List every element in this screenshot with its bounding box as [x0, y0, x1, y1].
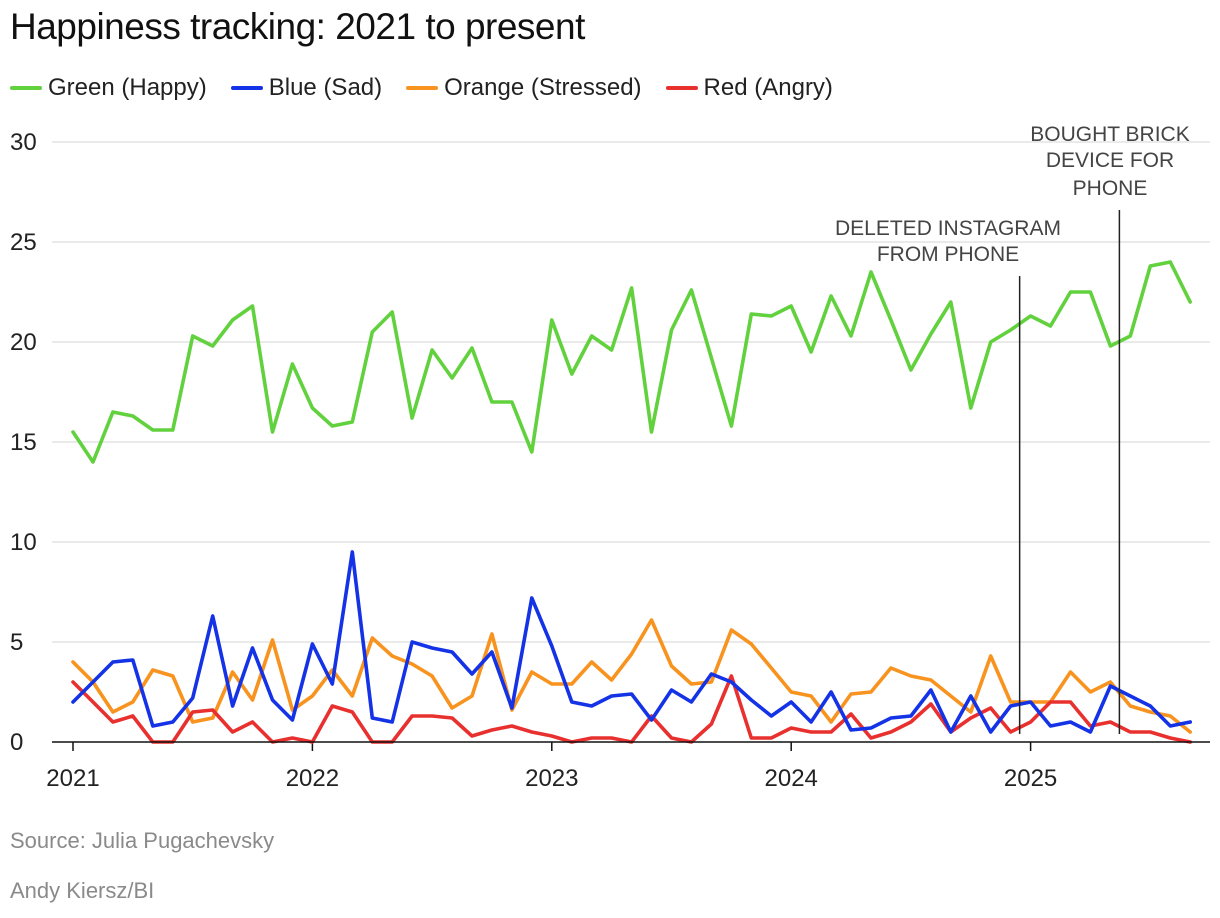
legend-swatch-happy [10, 86, 42, 90]
y-tick-label: 0 [10, 729, 23, 756]
y-tick-label: 10 [10, 529, 37, 556]
annotation-label: DELETED INSTAGRAM [835, 217, 1061, 240]
legend-label-sad: Blue (Sad) [268, 74, 383, 101]
annotation-label: DEVICE FOR [1046, 149, 1174, 172]
y-tick-label: 25 [10, 229, 37, 256]
legend-label-angry: Red (Angry) [703, 74, 833, 101]
legend-item-stressed: Orange (Stressed) [406, 74, 642, 102]
series-line-green-happy [71, 260, 1192, 464]
credit-note: Andy Kiersz/BI [10, 878, 155, 903]
annotation-label: FROM PHONE [877, 243, 1019, 266]
legend-swatch-sad [230, 86, 263, 90]
legend-label-stressed: Orange (Stressed) [444, 74, 642, 101]
legend-label-happy: Green (Happy) [48, 74, 207, 101]
chart-legend: Green (Happy) Blue (Sad) Orange (Stresse… [10, 72, 857, 104]
x-tick-label: 2022 [286, 765, 339, 792]
x-tick-label: 2023 [525, 765, 578, 792]
legend-item-sad: Blue (Sad) [230, 74, 383, 102]
source-note: Source: Julia Pugachevsky [10, 828, 275, 853]
series-line-blue-sad [71, 550, 1192, 734]
legend-swatch-angry [665, 86, 698, 90]
x-tick-label: 2024 [765, 765, 818, 792]
annotation-label: BOUGHT BRICK [1030, 123, 1189, 146]
annotation-label: PHONE [1073, 177, 1148, 200]
y-tick-label: 15 [10, 429, 37, 456]
x-tick-label: 2025 [1004, 765, 1057, 792]
legend-item-angry: Red (Angry) [665, 74, 833, 102]
y-tick-label: 20 [10, 329, 37, 356]
series-line-orange-stressed [71, 618, 1192, 734]
legend-item-happy: Green (Happy) [10, 74, 207, 102]
chart-title: Happiness tracking: 2021 to present [10, 6, 585, 47]
x-tick-label: 2021 [46, 765, 99, 792]
y-tick-label: 30 [10, 129, 37, 156]
y-tick-label: 5 [10, 629, 23, 656]
legend-swatch-stressed [406, 86, 439, 90]
